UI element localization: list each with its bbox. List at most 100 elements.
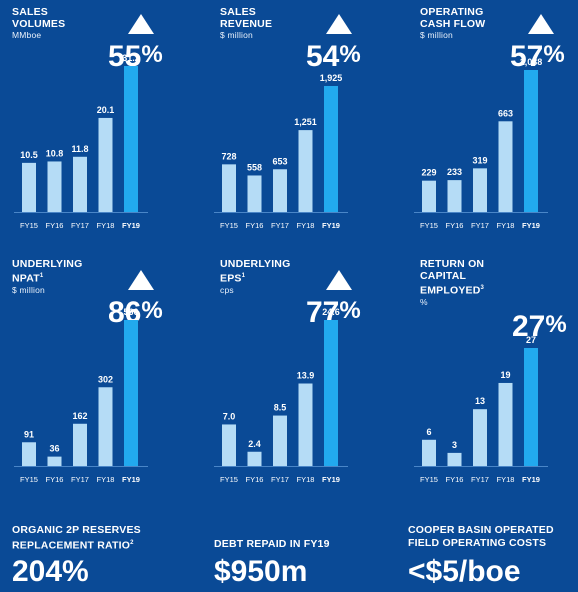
up-arrow-icon xyxy=(528,14,554,34)
bar-fy18 xyxy=(298,130,313,212)
highlight-title-line: COOPER BASIN OPERATED xyxy=(408,524,554,536)
highlight-title-line: FIELD OPERATING COSTS xyxy=(408,537,547,549)
x-tick-label: FY19 xyxy=(322,221,340,230)
data-label: 319 xyxy=(472,155,487,165)
data-label: 233 xyxy=(447,167,462,177)
percent-sign: % xyxy=(545,311,567,338)
growth-percentage: 27% xyxy=(512,311,567,342)
percent-sign: % xyxy=(543,41,565,68)
footnote-marker: 1 xyxy=(241,273,246,279)
data-label: 20.1 xyxy=(97,105,115,115)
bar-fy18 xyxy=(98,387,113,466)
x-tick-label: FY18 xyxy=(297,221,315,230)
x-tick-label: FY19 xyxy=(322,475,340,484)
bar-fy17 xyxy=(273,415,287,466)
bar-fy17 xyxy=(473,409,487,466)
chart-unit: $ million xyxy=(12,284,45,295)
bar-fy16 xyxy=(247,175,262,212)
highlight-title: DEBT REPAID IN FY19 xyxy=(214,538,330,551)
bar-fy18 xyxy=(298,383,313,466)
growth-value: 77 xyxy=(306,296,340,329)
chart-title: UNDERLYING NPAT1 $ million xyxy=(12,258,82,296)
growth-value: 57 xyxy=(510,40,544,73)
highlight-value: <$5/boe xyxy=(408,555,521,588)
x-tick-label: FY16 xyxy=(446,475,464,484)
bar-fy19 xyxy=(324,86,338,212)
x-tick-label: FY15 xyxy=(20,221,38,230)
percent-sign: % xyxy=(339,297,361,324)
x-tick-label: FY17 xyxy=(471,221,489,230)
chart-title-line: UNDERLYING xyxy=(12,258,83,270)
data-label: 19 xyxy=(500,370,510,380)
x-tick-label: FY17 xyxy=(471,475,489,484)
chart-title-line: REVENUE xyxy=(220,18,273,30)
data-label: 558 xyxy=(247,162,262,172)
data-label: 10.5 xyxy=(20,150,38,160)
highlight-value: 204% xyxy=(12,555,89,588)
chart-title: SALES REVENUE $ million xyxy=(220,6,272,41)
data-label: 13.9 xyxy=(297,371,315,381)
highlight-title: COOPER BASIN OPERATED FIELD OPERATING COS… xyxy=(408,524,554,550)
data-label: 653 xyxy=(272,156,287,166)
bar-fy15 xyxy=(222,164,236,212)
chart-unit: $ million xyxy=(220,30,253,40)
chart-title-line: CASH FLOW xyxy=(420,18,486,30)
growth-percentage: 77% xyxy=(306,296,361,329)
chart-title: OPERATING CASH FLOW $ million xyxy=(420,6,485,41)
percent-sign: % xyxy=(141,297,163,324)
chart-title-line: EPS xyxy=(220,272,242,285)
growth-value: 86 xyxy=(108,296,142,329)
chart-title-line: SALES xyxy=(220,6,257,18)
highlight-value: $950m xyxy=(214,555,308,588)
bar-fy19 xyxy=(124,66,138,212)
data-label: 229 xyxy=(421,168,436,178)
highlight-title-line: REPLACEMENT RATIO xyxy=(12,539,131,552)
footnote-marker: 3 xyxy=(480,285,485,291)
data-label: 663 xyxy=(498,108,513,118)
chart-title-line: OPERATING xyxy=(420,6,484,18)
x-tick-label: FY18 xyxy=(297,475,315,484)
data-label: 8.5 xyxy=(274,403,287,413)
data-label: 13 xyxy=(475,396,485,406)
chart-title-line: EMPLOYED xyxy=(420,284,481,297)
up-arrow-icon xyxy=(326,270,352,290)
chart-title-line: NPAT xyxy=(12,272,40,285)
bar-fy18 xyxy=(498,382,513,466)
highlight-title-line: DEBT REPAID IN FY19 xyxy=(214,538,330,550)
data-label: 3 xyxy=(452,440,457,450)
bar-fy15 xyxy=(22,442,36,466)
bar-fy15 xyxy=(422,180,436,212)
bar-fy15 xyxy=(22,162,36,212)
x-tick-label: FY17 xyxy=(271,475,289,484)
bar-fy15 xyxy=(422,439,436,466)
chart-unit: cps xyxy=(220,284,234,295)
x-tick-label: FY16 xyxy=(46,475,64,484)
chart-title-line: UNDERLYING xyxy=(220,258,291,270)
growth-percentage: 55% xyxy=(108,41,163,72)
growth-percentage: 57% xyxy=(510,40,565,73)
x-tick-label: FY19 xyxy=(522,475,540,484)
data-label: 2.4 xyxy=(248,439,261,449)
x-tick-label: FY18 xyxy=(97,221,115,230)
x-tick-label: FY16 xyxy=(446,221,464,230)
x-tick-label: FY19 xyxy=(122,475,140,484)
chart-title: UNDERLYING EPS1 cps xyxy=(220,258,290,296)
bar-fy16 xyxy=(247,451,262,466)
bar-fy19 xyxy=(524,70,538,212)
bar-fy19 xyxy=(524,348,538,466)
chart-title-line: CAPITAL xyxy=(420,270,467,282)
x-tick-label: FY19 xyxy=(522,221,540,230)
growth-percentage: 86% xyxy=(108,296,163,329)
data-label: 11.8 xyxy=(71,144,88,154)
x-tick-label: FY18 xyxy=(497,221,515,230)
data-label: 36 xyxy=(49,444,59,454)
x-tick-label: FY15 xyxy=(420,221,438,230)
bar-fy16 xyxy=(47,161,62,212)
footnote-marker: 2 xyxy=(130,540,134,546)
chart-title: SALES VOLUMES MMboe xyxy=(12,6,65,41)
